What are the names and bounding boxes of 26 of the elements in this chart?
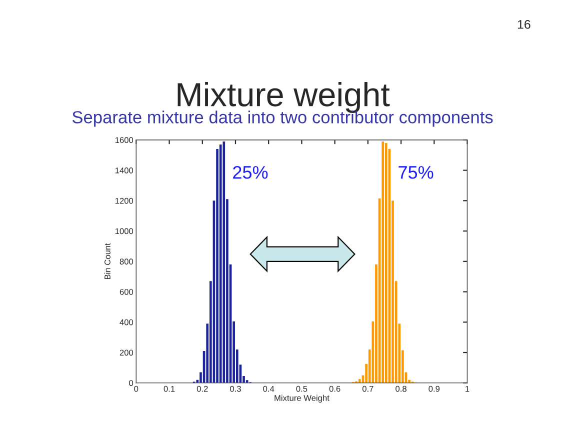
y-tick-label: 600 (120, 288, 134, 295)
annotation: 25% (233, 166, 268, 179)
y-tick-label: 400 (120, 319, 134, 326)
y-tick-label: 1000 (115, 228, 134, 234)
x-tick-label: 0.5 (296, 386, 308, 392)
x-tick-label: 0.8 (396, 386, 406, 392)
x-tick-label: 0.3 (230, 386, 241, 392)
x-tick-label: 0.2 (196, 386, 208, 392)
x-tick-label: 0 (134, 386, 138, 392)
x-axis-title: Mixture Weight (274, 394, 330, 403)
y-tick-label: 200 (120, 350, 134, 356)
y-tick-label: 0 (129, 380, 134, 386)
y-axis-title: Bin Count (104, 243, 110, 280)
x-tick-label: 0.1 (164, 386, 175, 392)
annotation: 75% (398, 166, 434, 179)
x-tick-label: 0.4 (263, 386, 274, 392)
y-tick-label: 1400 (115, 167, 134, 174)
x-tick-label: 0.7 (362, 386, 374, 392)
text: 16 (518, 20, 530, 29)
y-tick-label: 800 (120, 258, 134, 264)
y-tick-label: 1600 (115, 137, 134, 144)
x-tick-label: 1 (466, 386, 470, 392)
y-tick-label: 1200 (115, 198, 134, 204)
chart-subtitle: Separate mixture data into two contributor components (72, 110, 493, 127)
x-tick-label: 0.9 (428, 386, 440, 392)
x-tick-label: 0.6 (329, 386, 340, 392)
